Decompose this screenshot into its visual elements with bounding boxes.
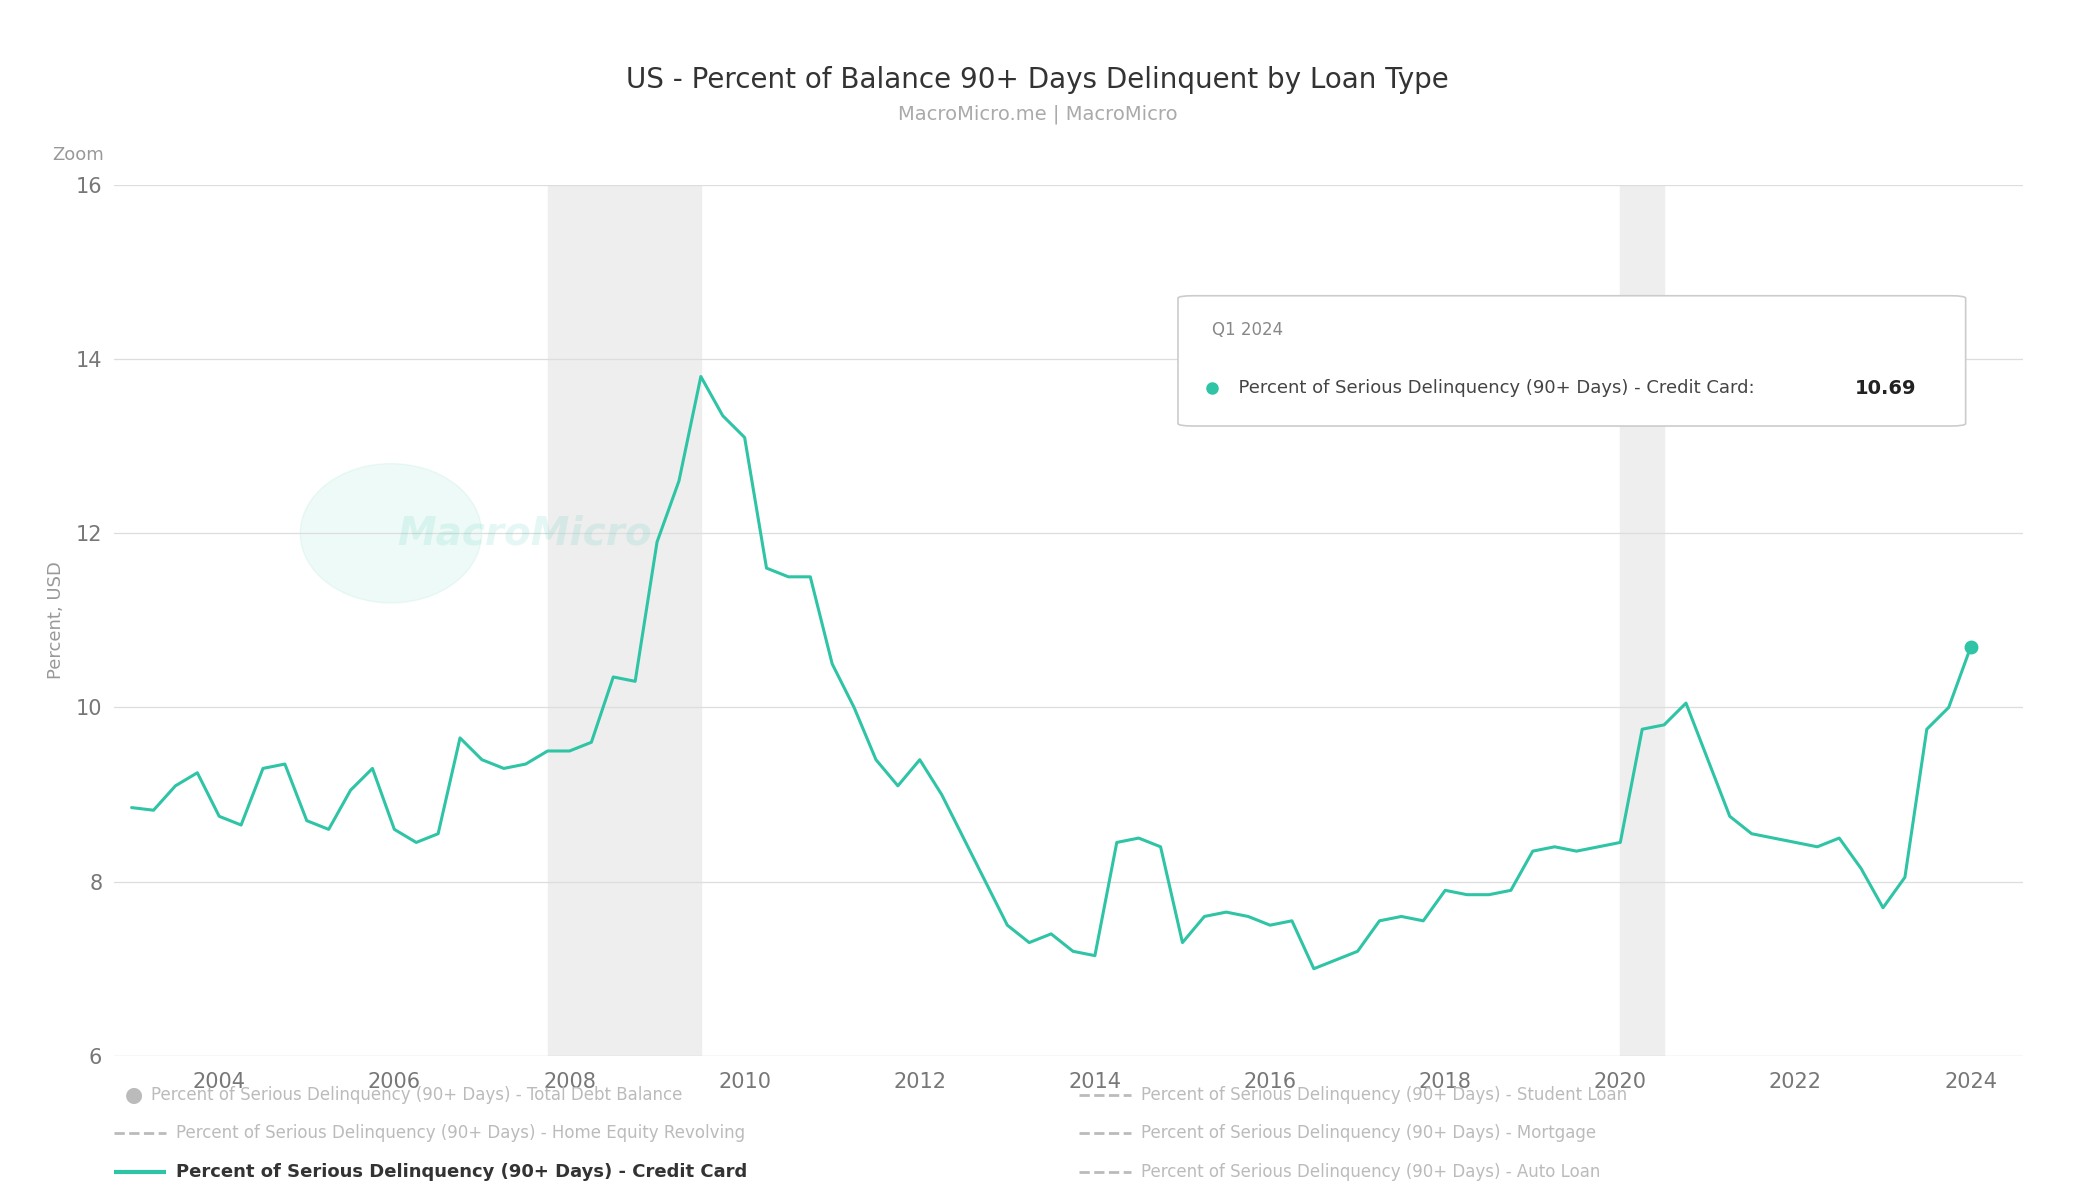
- Text: Percent of Serious Delinquency (90+ Days) - Total Debt Balance: Percent of Serious Delinquency (90+ Days…: [151, 1086, 683, 1105]
- Text: ↗ Share: ↗ Share: [1587, 42, 1656, 56]
- Text: Percent of Serious Delinquency (90+ Days) - Student Loan: Percent of Serious Delinquency (90+ Days…: [1141, 1086, 1627, 1105]
- Bar: [548, 185, 701, 1056]
- Text: Change Range: Change Range: [139, 147, 272, 166]
- Text: US - Percent of Balance 90+ Days Delinquent by Loan Type: US - Percent of Balance 90+ Days Delinqu…: [627, 66, 1448, 93]
- FancyBboxPatch shape: [1179, 296, 1965, 426]
- Text: Percent of Serious Delinquency (90+ Days) - Credit Card: Percent of Serious Delinquency (90+ Days…: [176, 1162, 747, 1181]
- Text: ●: ●: [124, 1086, 143, 1105]
- Text: ✏ DIY: ✏ DIY: [1838, 42, 1886, 56]
- Bar: [1621, 185, 1664, 1056]
- Text: Percent of Serious Delinquency (90+ Days) - Home Equity Revolving: Percent of Serious Delinquency (90+ Days…: [176, 1124, 745, 1143]
- Text: Percent of Serious Delinquency (90+ Days) - Auto Loan: Percent of Serious Delinquency (90+ Days…: [1141, 1162, 1600, 1181]
- Text: Q1 2024: Q1 2024: [1212, 321, 1282, 339]
- Text: Percent of Serious Delinquency (90+ Days) - Mortgage: Percent of Serious Delinquency (90+ Days…: [1141, 1124, 1596, 1143]
- Text: ↓ Export: ↓ Export: [1706, 42, 1778, 56]
- Ellipse shape: [301, 464, 481, 602]
- Text: 10.69: 10.69: [1855, 379, 1917, 398]
- Text: Zoom: Zoom: [52, 146, 104, 165]
- Text: ⛶ Enlarge: ⛶ Enlarge: [1942, 42, 2023, 56]
- Y-axis label: Percent, USD: Percent, USD: [46, 562, 64, 679]
- Text: MacroMicro.me | MacroMicro: MacroMicro.me | MacroMicro: [898, 105, 1177, 124]
- Text: MacroMicro: MacroMicro: [396, 514, 652, 552]
- Text: Percent of Serious Delinquency (90+ Days) - Credit Card:: Percent of Serious Delinquency (90+ Days…: [1226, 379, 1755, 397]
